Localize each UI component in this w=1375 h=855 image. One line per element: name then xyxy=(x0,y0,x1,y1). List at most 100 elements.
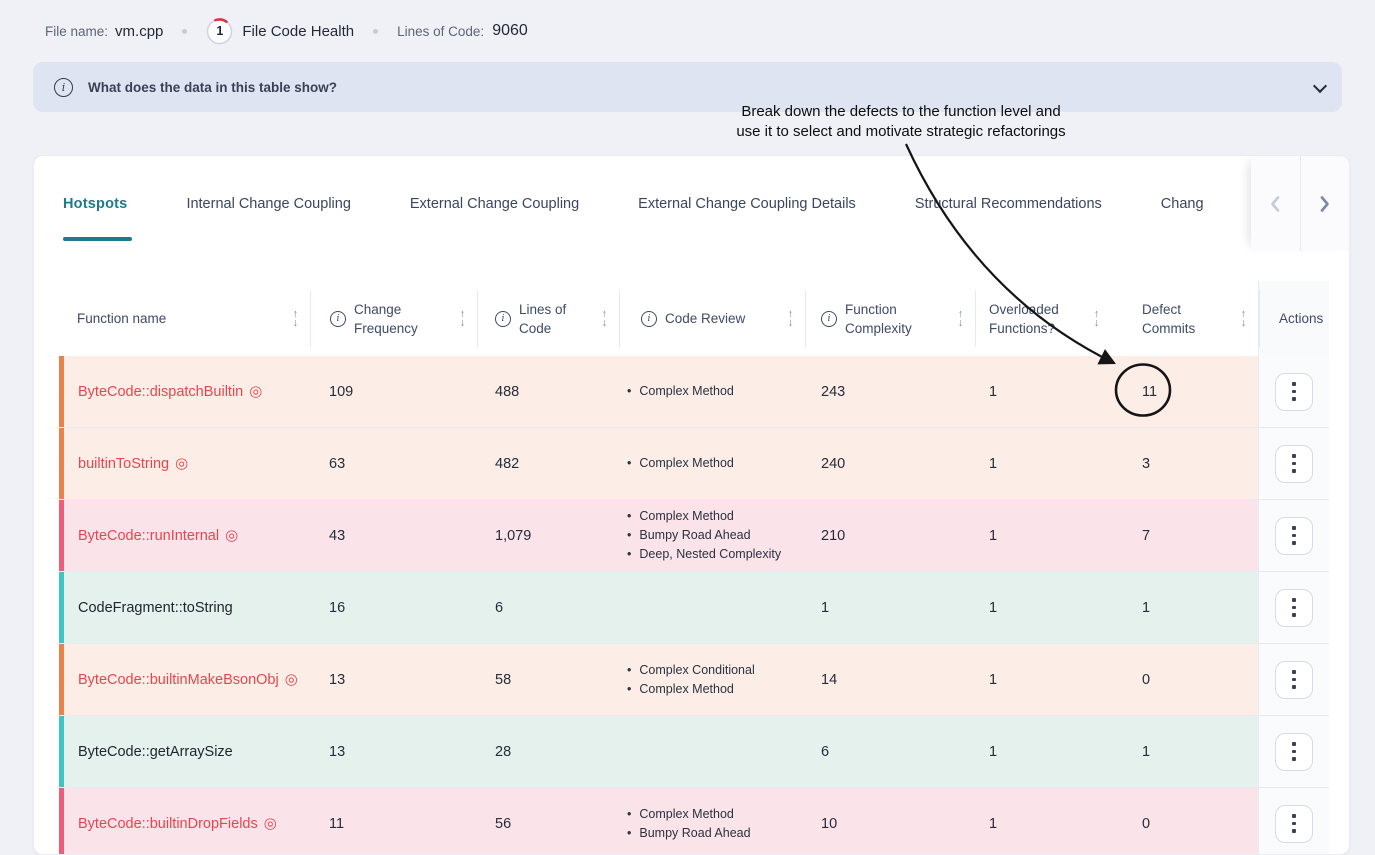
file-name-value: vm.cpp xyxy=(115,22,164,40)
chevron-down-icon[interactable] xyxy=(1312,78,1328,94)
function-complexity-cell: 6 xyxy=(805,716,975,787)
column-label: Overloaded Functions? xyxy=(989,301,1059,336)
function-complexity-cell: 10 xyxy=(805,788,975,854)
code-review-issue: Complex Method xyxy=(627,806,734,823)
lines-of-code-cell-value: 6 xyxy=(495,599,504,616)
tab-chang[interactable]: Chang xyxy=(1160,196,1204,212)
function-name-link[interactable]: builtinToString ◎ xyxy=(78,455,189,472)
change-frequency-cell-value: 11 xyxy=(329,815,345,832)
row-actions-button[interactable] xyxy=(1275,516,1313,555)
annotation-line-1: Break down the defects to the function l… xyxy=(741,103,1061,120)
code-review-cell: Complex Method Bumpy Road Ahead Deep, Nest… xyxy=(619,500,805,571)
column-info-icon[interactable]: i xyxy=(641,310,657,327)
change-frequency-cell-value: 13 xyxy=(329,671,346,688)
change-frequency-cell: 13 xyxy=(310,716,477,787)
sort-icon[interactable]: ↑ ↓ xyxy=(459,307,465,329)
function-complexity-cell: 14 xyxy=(805,644,975,715)
tab-external-change-coupling-details[interactable]: External Change Coupling Details xyxy=(638,196,856,212)
defect-commits-cell-value: 0 xyxy=(1142,671,1151,688)
overloaded-functions-cell-value: 1 xyxy=(989,383,998,400)
defect-commits-cell: 0 xyxy=(1111,644,1258,715)
sort-icon[interactable]: ↑ ↓ xyxy=(292,307,298,329)
lines-of-code-cell-value: 58 xyxy=(495,671,512,688)
function-complexity-cell: 240 xyxy=(805,428,975,499)
lines-of-code-cell-value: 488 xyxy=(495,383,520,400)
code-review-issue: Deep, Nested Complexity xyxy=(627,546,781,563)
defect-commits-cell-value: 7 xyxy=(1142,527,1151,544)
function-complexity-cell: 243 xyxy=(805,356,975,427)
tab-hotspots[interactable]: Hotspots xyxy=(63,196,128,212)
defect-commits-cell-value: 0 xyxy=(1142,815,1151,832)
column-header-function-complexity: i Function Complexity ↑ ↓ xyxy=(805,281,975,356)
overloaded-functions-cell-value: 1 xyxy=(989,671,998,688)
function-name-link[interactable]: ByteCode::runInternal ◎ xyxy=(78,527,239,544)
function-name-cell: ByteCode::getArraySize xyxy=(59,716,310,787)
chevron-right-icon xyxy=(1320,195,1330,212)
function-name-link[interactable]: ByteCode::builtinDropFields ◎ xyxy=(78,815,277,832)
column-info-icon[interactable]: i xyxy=(495,310,511,327)
sort-icon[interactable]: ↑ ↓ xyxy=(957,307,963,329)
scroll-tabs-left-button[interactable] xyxy=(1251,156,1300,251)
health-score-ring-icon xyxy=(207,17,233,44)
overloaded-functions-cell: 1 xyxy=(975,716,1111,787)
overloaded-functions-cell-value: 1 xyxy=(989,743,998,760)
overloaded-functions-cell: 1 xyxy=(975,500,1111,571)
function-complexity-cell: 1 xyxy=(805,572,975,643)
function-complexity-cell-value: 10 xyxy=(821,815,838,832)
scroll-tabs-right-button[interactable] xyxy=(1299,156,1350,251)
column-header-function-name: Function name ↑ ↓ xyxy=(59,281,310,356)
table-row: ByteCode::runInternal◎ 43 1,079 Complex Met… xyxy=(59,500,1329,572)
file-code-health-label: File Code Health xyxy=(242,22,355,40)
row-actions-button[interactable] xyxy=(1275,732,1313,771)
code-review-issue: Complex Method xyxy=(627,508,734,525)
lines-of-code-label: Lines of Code: xyxy=(397,23,485,39)
column-header-lines-of-code: i Lines of Code ↑ ↓ xyxy=(477,281,619,356)
function-name-link[interactable]: ByteCode::dispatchBuiltin ◎ xyxy=(78,383,263,400)
function-complexity-cell-value: 210 xyxy=(821,527,846,544)
row-actions-button[interactable] xyxy=(1275,444,1313,483)
function-name-cell: builtinToString ◎ xyxy=(59,428,310,499)
sort-icon[interactable]: ↑ ↓ xyxy=(787,307,793,329)
column-info-icon[interactable]: i xyxy=(330,310,346,327)
table-row: ByteCode::builtinMakeBsonObj◎ 13 58 Complex… xyxy=(59,644,1329,716)
lines-of-code-cell-value: 56 xyxy=(495,815,512,832)
tab-external-change-coupling[interactable]: External Change Coupling xyxy=(409,196,580,212)
row-actions-button[interactable] xyxy=(1275,372,1313,411)
tab-structural-recommendations[interactable]: Structural Recommendations xyxy=(914,196,1102,212)
lines-of-code-cell-value: 1,079 xyxy=(495,527,532,544)
target-icon: ◎ xyxy=(249,383,263,400)
column-header-defect-commits: Defect Commits ↑ ↓ xyxy=(1111,281,1258,356)
column-info-icon[interactable]: i xyxy=(821,310,837,327)
defect-commits-cell: 7 xyxy=(1111,500,1258,571)
table-row: ByteCode::getArraySize 13 28 6 1 1 xyxy=(59,716,1329,788)
function-complexity-cell: 210 xyxy=(805,500,975,571)
change-frequency-cell-value: 43 xyxy=(329,527,346,544)
active-tab-underline xyxy=(63,237,132,241)
row-actions-button[interactable] xyxy=(1275,804,1313,843)
function-complexity-cell-value: 1 xyxy=(821,599,830,616)
row-actions-button[interactable] xyxy=(1275,588,1313,627)
function-name-cell: ByteCode::runInternal ◎ xyxy=(59,500,310,571)
lines-of-code-cell-value: 28 xyxy=(495,743,512,760)
row-actions-button[interactable] xyxy=(1275,660,1313,699)
annotation-note: Break down the defects to the function l… xyxy=(701,102,1101,141)
function-complexity-cell-value: 243 xyxy=(821,383,846,400)
column-label: Code Review xyxy=(665,311,746,326)
info-banner[interactable]: i What does the data in this table show? xyxy=(33,62,1342,112)
overloaded-functions-cell: 1 xyxy=(975,788,1111,854)
function-name-cell: CodeFragment::toString xyxy=(59,572,310,643)
change-frequency-cell-value: 63 xyxy=(329,455,346,472)
function-name-link[interactable]: ByteCode::builtinMakeBsonObj ◎ xyxy=(78,671,298,688)
defect-commits-cell-value: 1 xyxy=(1142,599,1151,616)
tab-internal-change-coupling[interactable]: Internal Change Coupling xyxy=(186,196,351,212)
tab-scroller xyxy=(1251,156,1349,251)
sort-icon[interactable]: ↑ ↓ xyxy=(1240,307,1246,329)
sort-icon[interactable]: ↑ ↓ xyxy=(601,307,607,329)
function-name-link[interactable]: ByteCode::getArraySize xyxy=(78,743,233,760)
change-frequency-cell: 16 xyxy=(310,572,477,643)
column-header-change-frequency: i Change Frequency ↑ ↓ xyxy=(310,281,477,356)
sort-icon[interactable]: ↑ ↓ xyxy=(1093,307,1099,329)
separator-dot xyxy=(373,28,379,34)
function-name-link[interactable]: CodeFragment::toString xyxy=(78,599,233,616)
code-review-issue: Complex Conditional xyxy=(627,662,754,679)
